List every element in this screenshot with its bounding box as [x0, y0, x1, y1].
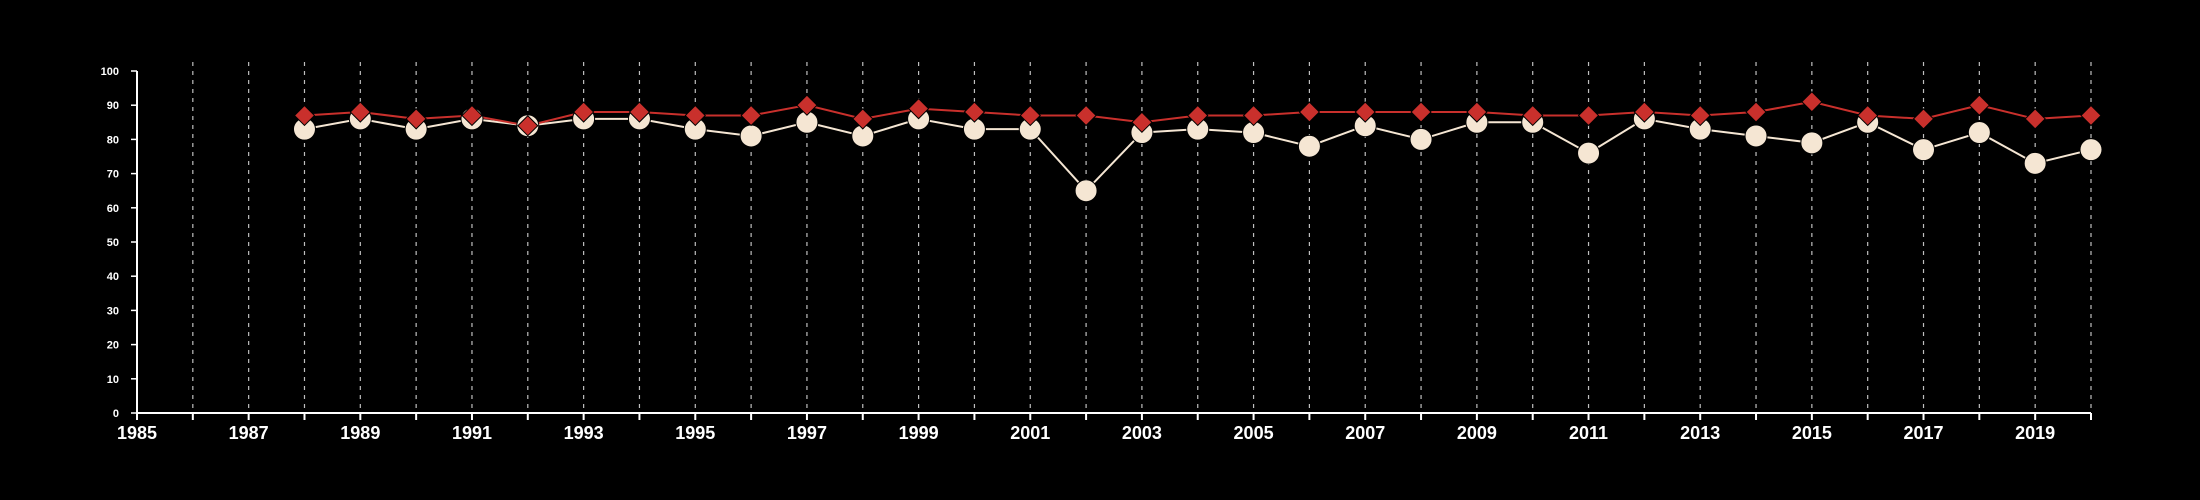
- x-tick-label: 1999: [899, 423, 939, 443]
- series-2-point: [1968, 94, 1991, 116]
- x-tick-label: 2017: [1903, 423, 1943, 443]
- series-1-point: [1577, 141, 1601, 165]
- series-2-point: [1242, 104, 1265, 127]
- series-2-point: [1354, 101, 1376, 123]
- series-2-point: [740, 104, 762, 127]
- series-2-point: [628, 101, 651, 123]
- x-tick-label: 2005: [1234, 423, 1274, 443]
- x-tick-label: 2009: [1457, 423, 1497, 443]
- y-tick-label: 100: [101, 66, 119, 78]
- series-2-point: [1689, 104, 1711, 127]
- series-2-point: [293, 104, 316, 127]
- series-1-point: [739, 124, 763, 148]
- series-2-point: [684, 104, 706, 127]
- x-tick-label: 2019: [2015, 423, 2055, 443]
- series-2-point: [349, 101, 372, 123]
- series-2-point: [1856, 104, 1879, 127]
- series-2-point: [2080, 104, 2102, 127]
- x-tick-label: 2011: [1569, 423, 1608, 443]
- series-2-point: [1633, 101, 1656, 123]
- series-2-point: [2024, 108, 2046, 130]
- series-2-point: [907, 97, 930, 120]
- x-tick-label: 2001: [1010, 423, 1050, 443]
- series-2-point: [1801, 91, 1823, 113]
- series-2-point: [1577, 104, 1600, 127]
- series-1-point: [1409, 127, 1433, 151]
- x-tick-label: 2013: [1680, 423, 1720, 443]
- series-1-point: [1744, 124, 1768, 148]
- series-2-point: [572, 101, 595, 123]
- y-tick-label: 80: [107, 134, 119, 146]
- series-2-point: [1131, 111, 1153, 134]
- x-tick-label: 2015: [1792, 423, 1832, 443]
- series-2-point: [1075, 104, 1097, 127]
- series-2-point: [1019, 104, 1041, 127]
- series-1-point: [2023, 151, 2047, 175]
- series-2-point: [1187, 104, 1209, 127]
- series-1-point: [1297, 134, 1321, 158]
- y-tick-label: 0: [113, 408, 119, 420]
- series-1-point: [1074, 179, 1098, 203]
- x-tick-label: 1997: [787, 423, 827, 443]
- x-tick-label: 2003: [1122, 423, 1162, 443]
- y-tick-label: 90: [107, 100, 119, 112]
- series-2-point: [405, 108, 427, 130]
- series-2-point: [1912, 108, 1935, 130]
- series-2-point: [796, 94, 818, 116]
- series-2-point: [1745, 101, 1767, 123]
- x-tick-label: 1989: [340, 423, 380, 443]
- x-axis-ticks: 1985 1987 1989 1991 1993 1995 1997 1999 2001 2003…: [117, 413, 2092, 443]
- x-tick-label: 1987: [229, 423, 269, 443]
- x-tick-label: 2007: [1345, 423, 1385, 443]
- series-2-point: [1466, 101, 1488, 123]
- y-tick-label: 60: [107, 203, 119, 215]
- y-tick-label: 10: [107, 374, 119, 386]
- series-2-point: [461, 104, 483, 127]
- x-tick-label: 1993: [564, 423, 604, 443]
- y-tick-label: 50: [107, 237, 119, 249]
- y-tick-label: 70: [107, 169, 119, 181]
- x-tick-label: 1985: [117, 423, 157, 443]
- series-1-point: [1912, 138, 1936, 162]
- y-tick-label: 30: [107, 305, 119, 317]
- series-2-point: [517, 115, 539, 137]
- x-tick-label: 1995: [675, 423, 715, 443]
- series-1-point: [2079, 138, 2103, 162]
- series-1-point: [1800, 131, 1824, 155]
- y-tick-label: 20: [107, 340, 119, 352]
- series-2-point: [1410, 101, 1432, 123]
- y-axis-ticks: 0 10 20 30 40 50 60 70 80 90 100: [101, 66, 137, 420]
- series-2-point: [1522, 104, 1544, 127]
- series-2-point: [852, 108, 874, 130]
- y-tick-label: 40: [107, 271, 119, 283]
- x-tick-label: 1991: [452, 423, 492, 443]
- series-2-point: [963, 101, 986, 123]
- series-1-point: [1967, 121, 1991, 145]
- series-layer: [292, 91, 2103, 203]
- series-2-point: [1298, 101, 1321, 123]
